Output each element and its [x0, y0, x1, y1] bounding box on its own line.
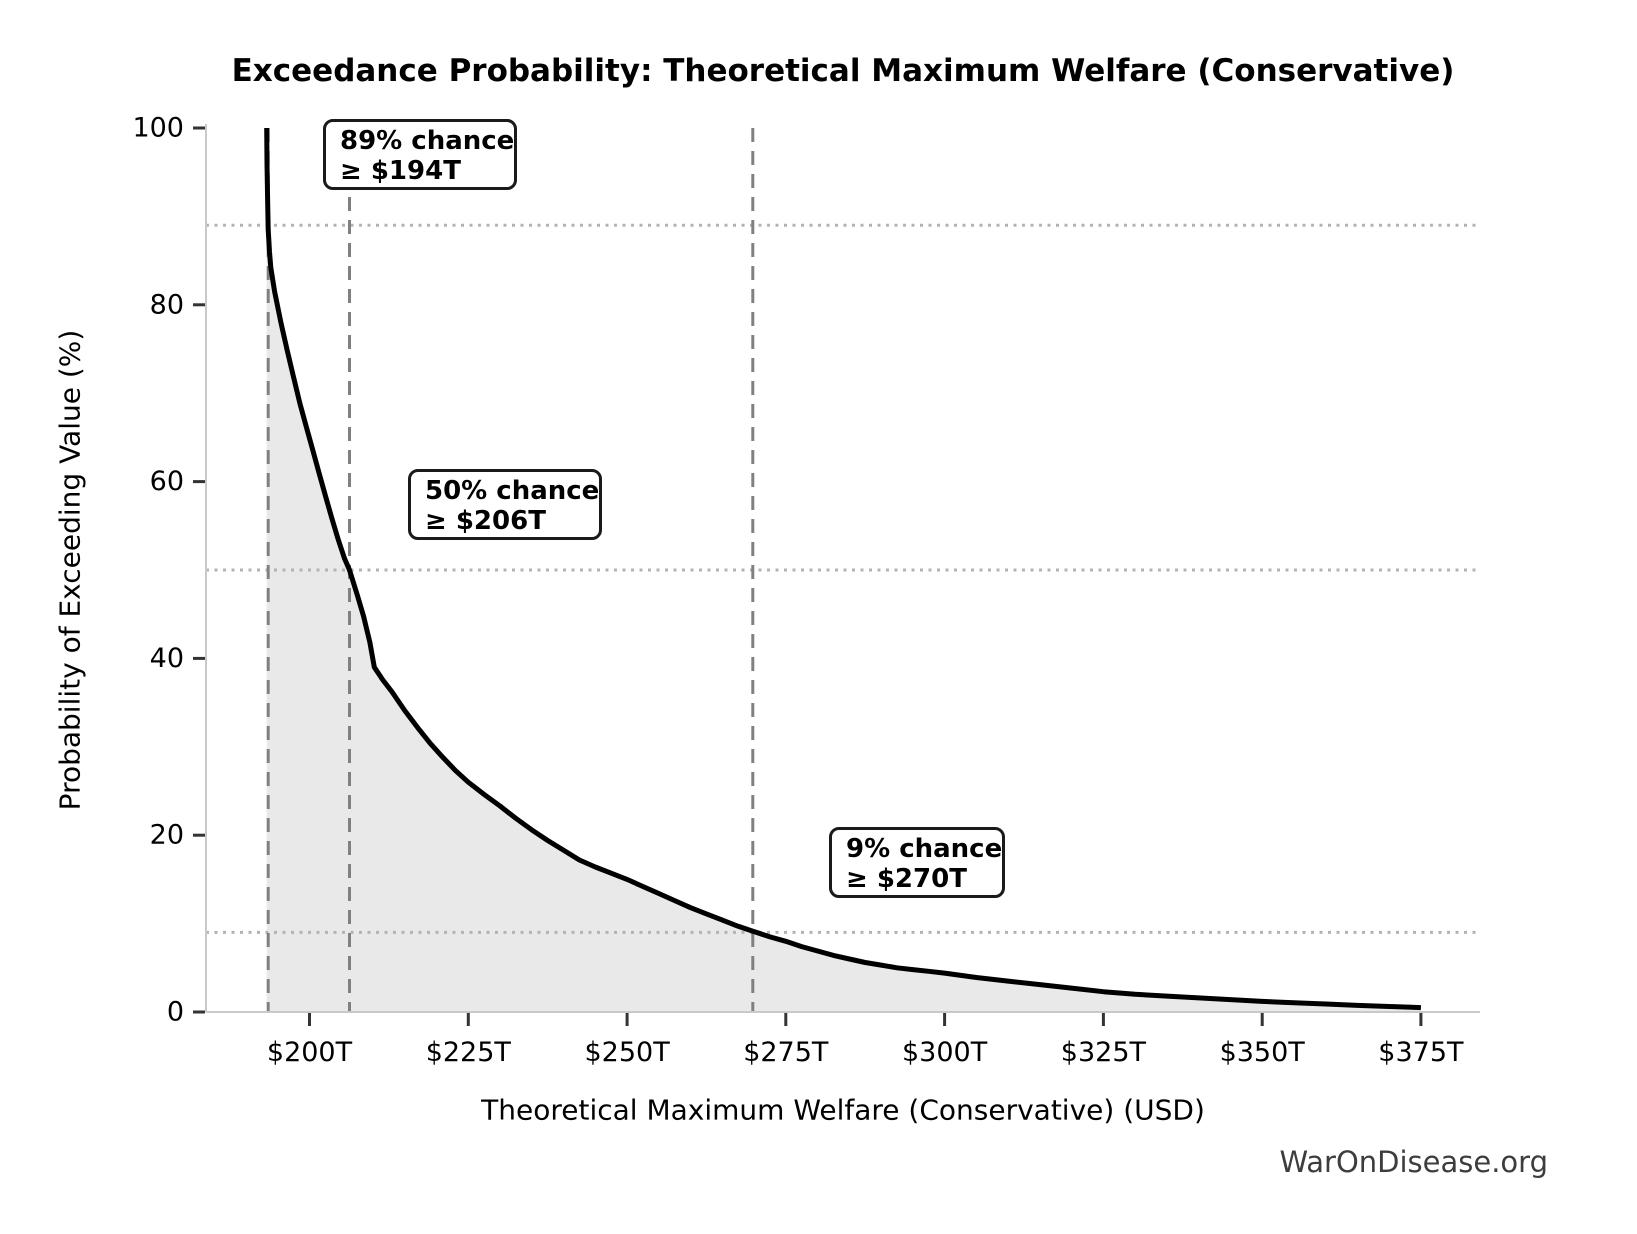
- annotation-9pct: 9% chance ≥ $270T: [829, 827, 1006, 898]
- annotation-50pct-line1: 50% chance: [425, 476, 600, 506]
- page-title: Exceedance Probability: Theoretical Maxi…: [231, 53, 1455, 89]
- annotation-50pct-line2: ≥ $206T: [425, 506, 546, 536]
- x-tick-label-350: $350T: [1220, 1037, 1306, 1068]
- annotation-89pct-line1: 89% chance: [340, 126, 515, 156]
- x-axis-label: Theoretical Maximum Welfare (Conservativ…: [481, 1093, 1205, 1127]
- annotation-89pct-line2: ≥ $194T: [340, 156, 461, 186]
- y-tick-label-100: 100: [132, 113, 184, 144]
- annotation-9pct-line2: ≥ $270T: [846, 864, 967, 894]
- x-tick-label-225: $225T: [426, 1037, 512, 1068]
- x-tick-label-325: $325T: [1061, 1037, 1147, 1068]
- y-tick-label-80: 80: [150, 289, 184, 320]
- x-tick-label-200: $200T: [267, 1037, 353, 1068]
- y-tick-label-20: 20: [150, 820, 184, 851]
- exceedance-curve: [264, 127, 1421, 1011]
- x-tick-label-275: $275T: [743, 1037, 829, 1068]
- y-tick-label-40: 40: [150, 643, 184, 674]
- annotation-89pct: 89% chance ≥ $194T: [323, 119, 518, 190]
- y-tick-label-60: 60: [150, 466, 184, 497]
- x-tick-label-250: $250T: [584, 1037, 670, 1068]
- annotation-9pct-line1: 9% chance: [846, 834, 1003, 864]
- x-tick-label-375: $375T: [1378, 1037, 1464, 1068]
- area-fill: [266, 128, 1421, 1012]
- x-tick-label-300: $300T: [902, 1037, 988, 1068]
- y-axis-label: Probability of Exceeding Value (%): [53, 329, 87, 811]
- watermark: WarOnDisease.org: [1279, 1145, 1548, 1179]
- annotation-50pct: 50% chance ≥ $206T: [408, 469, 603, 540]
- y-tick-label-0: 0: [167, 997, 184, 1028]
